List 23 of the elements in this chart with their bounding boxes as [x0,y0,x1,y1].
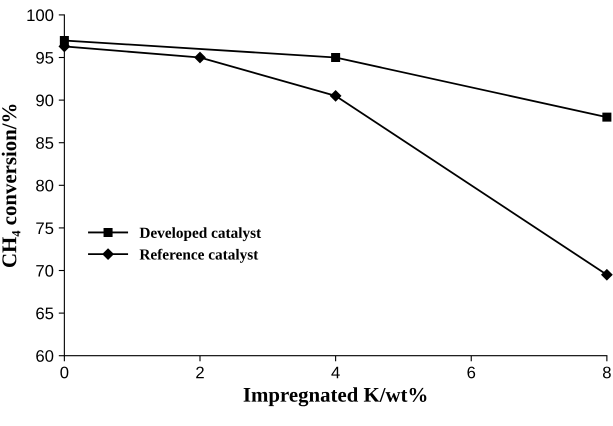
y-tick-label: 95 [36,52,54,64]
y-tick-label: 70 [36,264,54,277]
x-tick-label: 4 [331,366,340,378]
point [601,269,612,280]
y-tick-label: 75 [36,222,54,234]
y-tick-label: 90 [36,94,54,106]
legend-label: Developed catalyst [140,227,262,242]
legend-label: Reference catalyst [140,248,258,263]
y-tick-label: 85 [36,137,54,149]
point [331,52,340,62]
point [194,52,206,64]
y-tick-label: 100 [27,9,54,22]
y-tick-label: 80 [36,180,54,192]
y-tick-label: 65 [36,308,54,320]
point [602,112,612,122]
x-tick-label: 6 [467,366,476,378]
x-axis-title: Impregnated K/wt% [244,387,426,406]
x-tick-label: 2 [196,366,204,378]
x-tick-label: 0 [60,366,68,378]
x-tick-label: 8 [602,366,611,378]
y-axis-title: CH₄ conversion/% [2,104,20,267]
point [330,90,342,102]
y-tick-label: 60 [36,350,54,362]
